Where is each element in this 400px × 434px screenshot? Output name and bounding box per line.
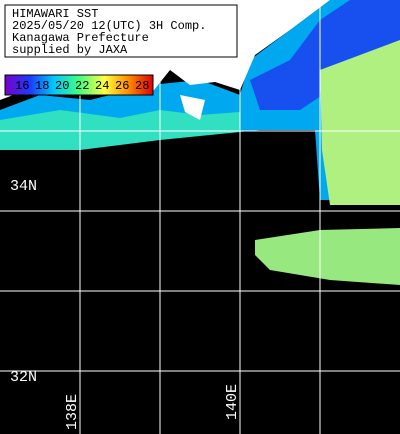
colorbar-label: 18 xyxy=(35,79,49,93)
header-box xyxy=(4,4,238,58)
colorbar-label: 16 xyxy=(15,79,29,93)
colorbar-label: 24 xyxy=(95,79,109,93)
sea-green-zone xyxy=(320,40,400,205)
sea-green-band xyxy=(255,228,400,285)
colorbar xyxy=(4,74,154,96)
lon-label: 140E xyxy=(224,384,241,420)
header-line: 2025/05/20 12(UTC) 3H Comp. xyxy=(12,19,206,33)
land-peninsula xyxy=(180,95,205,120)
colorbar-labels: 16 18 20 22 24 26 28 xyxy=(15,79,149,93)
header-line: Kanagawa Prefecture xyxy=(12,31,149,45)
sea-coastal-band xyxy=(0,110,240,150)
lat-label: 34N xyxy=(10,178,37,195)
colorbar-label: 26 xyxy=(115,79,129,93)
sea-cool-zone xyxy=(250,0,400,110)
colorbar-label: 20 xyxy=(55,79,69,93)
header-line: HIMAWARI SST xyxy=(12,7,98,21)
colorbar-label: 22 xyxy=(75,79,89,93)
colorbar-label: 28 xyxy=(135,79,149,93)
lat-label: 32N xyxy=(10,369,37,386)
header-line: supplied by JAXA xyxy=(12,43,128,57)
lon-label: 138E xyxy=(64,394,81,430)
